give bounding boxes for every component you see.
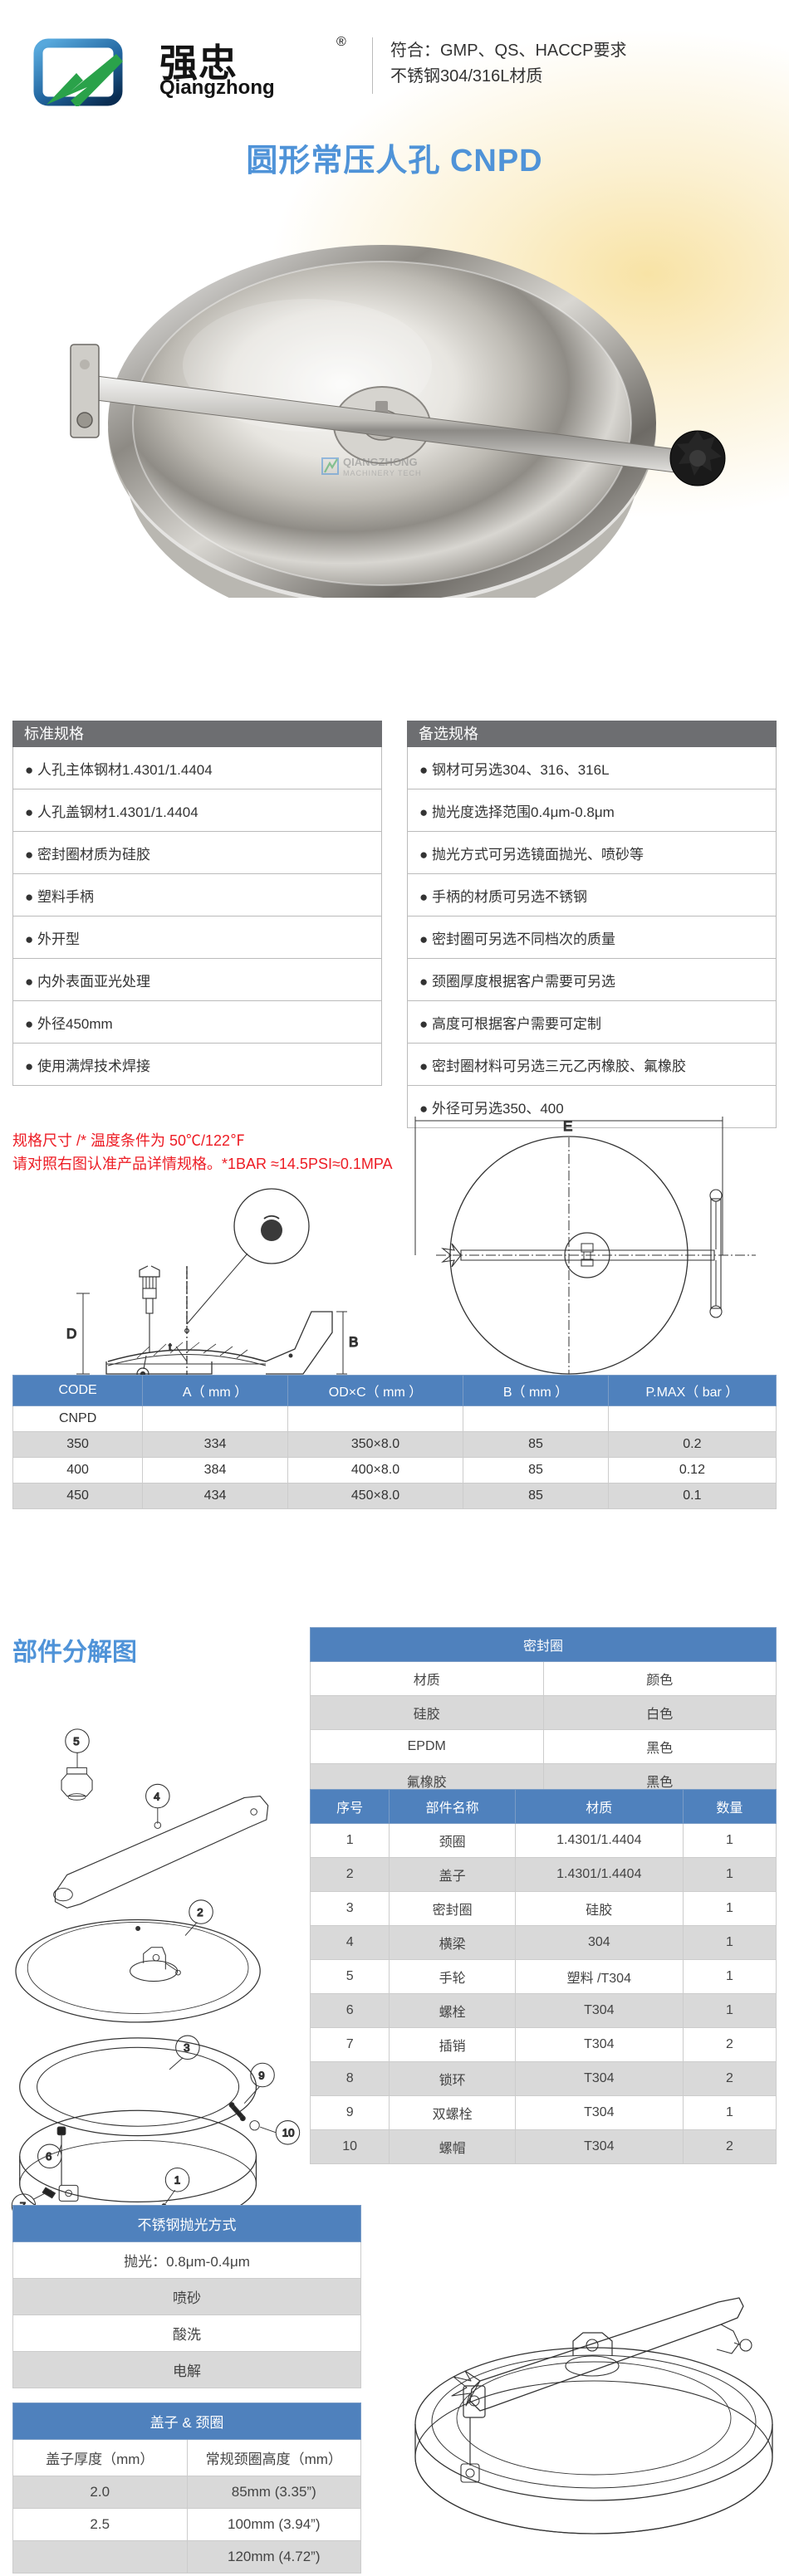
svg-text:6: 6 (46, 2150, 51, 2163)
svg-text:E: E (563, 1118, 572, 1134)
svg-text:QIANGZHONG: QIANGZHONG (343, 456, 418, 468)
svg-text:t: t (169, 1341, 172, 1353)
svg-text:9: 9 (258, 2069, 264, 2081)
svg-text:B: B (349, 1334, 358, 1350)
svg-text:2: 2 (197, 1906, 203, 1919)
svg-text:10: 10 (282, 2127, 295, 2139)
svg-text:4: 4 (154, 1790, 159, 1802)
svg-text:1: 1 (174, 2173, 180, 2186)
svg-text:5: 5 (73, 1735, 79, 1747)
svg-text:D: D (66, 1326, 76, 1342)
svg-text:MACHINERY TECH: MACHINERY TECH (343, 469, 422, 477)
